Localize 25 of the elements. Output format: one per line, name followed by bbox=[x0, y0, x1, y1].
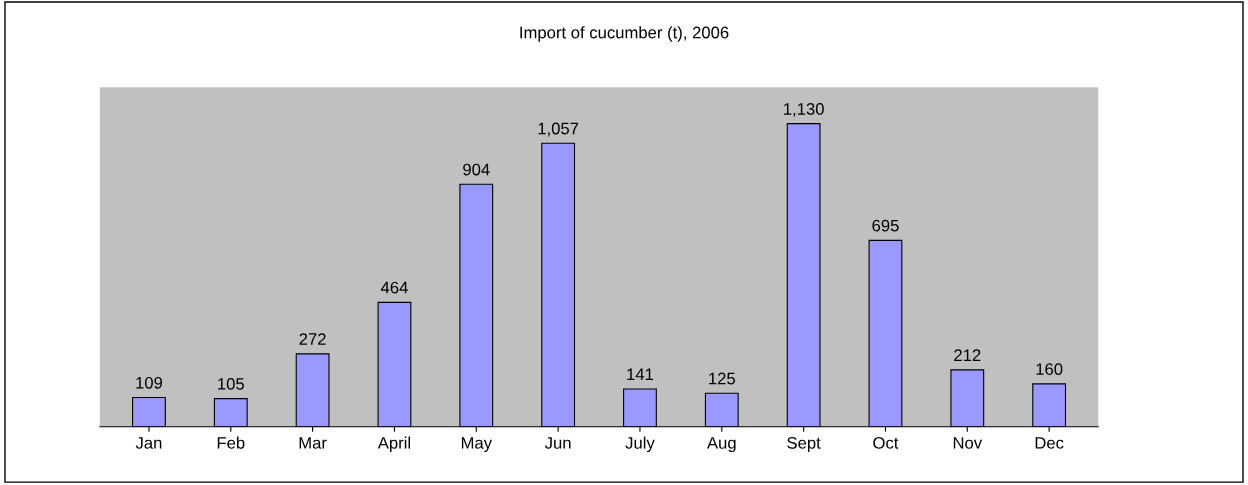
x-tick-label: Jan bbox=[135, 437, 162, 449]
data-label: 695 bbox=[872, 219, 899, 232]
data-label: 904 bbox=[463, 163, 490, 176]
x-tick-label: Jun bbox=[544, 437, 571, 449]
data-label: 464 bbox=[380, 281, 408, 294]
data-label: 272 bbox=[299, 333, 326, 345]
chart-title: Import of cucumber (t), 2006 bbox=[520, 26, 729, 42]
data-label: 109 bbox=[136, 376, 163, 389]
x-tick-label: Feb bbox=[217, 436, 245, 449]
x-tick-label: Dec bbox=[1035, 437, 1064, 449]
data-label: 141 bbox=[627, 368, 654, 380]
data-label: 1,057 bbox=[538, 122, 579, 137]
x-tick-label: April bbox=[377, 436, 411, 453]
data-label: 1,130 bbox=[784, 103, 824, 117]
x-tick-label: May bbox=[461, 437, 492, 453]
x-tick-label: Sept bbox=[787, 436, 821, 453]
data-label: 160 bbox=[1036, 363, 1063, 376]
x-tick-label: Aug bbox=[707, 437, 736, 453]
data-label: 125 bbox=[709, 372, 735, 385]
x-tick-label: Mar bbox=[299, 437, 327, 449]
x-tick-label: July bbox=[625, 436, 655, 453]
x-tick-label: Nov bbox=[953, 437, 983, 449]
data-label: 212 bbox=[954, 349, 981, 361]
x-tick-label: Oct bbox=[873, 436, 899, 449]
data-label: 105 bbox=[218, 377, 244, 390]
